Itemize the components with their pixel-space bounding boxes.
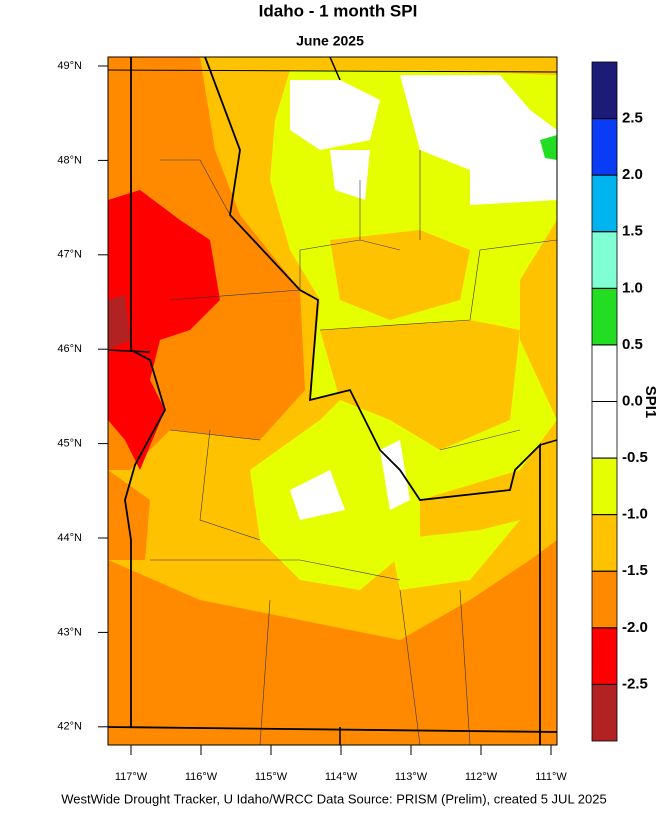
colorbar-label: SPI1 <box>642 386 659 419</box>
colorbar-bin <box>591 684 618 742</box>
colorbar-tick-label: -1.5 <box>622 562 648 579</box>
colorbar-tick-label: -2.5 <box>622 675 648 692</box>
colorbar-tick-label: 0.5 <box>622 336 643 353</box>
lat-label: 44°N <box>57 532 82 544</box>
lon-label: 114°W <box>325 771 358 783</box>
colorbar-tick-label: 1.0 <box>622 279 643 296</box>
lon-label: 112°W <box>465 771 498 783</box>
lat-label: 47°N <box>57 249 82 261</box>
colorbar-bin <box>591 287 618 346</box>
lon-label: 117°W <box>115 771 148 783</box>
lat-label: 49°N <box>57 60 82 72</box>
colorbar-tick-label: -2.0 <box>622 619 648 636</box>
colorbar-bin <box>591 570 618 629</box>
colorbar: 2.5 2.0 1.5 1.0 0.5 0.0 -0.5 -1.0 -1.5 -2.0 -2.5 <box>591 61 648 742</box>
colorbar-bin <box>591 627 618 685</box>
map <box>107 56 558 746</box>
colorbar-tick-label: -0.5 <box>622 449 648 466</box>
lon-label: 115°W <box>255 771 288 783</box>
map-subtitle: June 2025 <box>296 33 364 49</box>
colorbar-tick-label: 2.5 <box>622 110 643 127</box>
colorbar-bin <box>591 344 618 402</box>
colorbar-bin <box>591 61 618 119</box>
lat-label: 46°N <box>57 343 82 355</box>
colorbar-tick-label: -1.0 <box>622 506 648 523</box>
colorbar-tick-label: 2.0 <box>622 166 643 183</box>
map-title: Idaho - 1 month SPI <box>259 1 418 20</box>
axes: 49°N 48°N 47°N 46°N 45°N 44°N 43°N 42°N 117°W 116… <box>57 60 567 783</box>
colorbar-bin <box>591 514 618 572</box>
colorbar-bin <box>591 231 618 289</box>
lon-label: 111°W <box>535 771 567 783</box>
lon-label: 116°W <box>185 771 218 783</box>
lat-label: 48°N <box>57 154 82 166</box>
colorbar-bin <box>591 118 618 176</box>
lat-label: 42°N <box>57 721 82 733</box>
footer: WestWide Drought Tracker, U Idaho/WRCC D… <box>61 791 606 806</box>
colorbar-bin <box>591 401 618 459</box>
lat-label: 43°N <box>57 626 82 638</box>
lat-label: 45°N <box>57 438 82 450</box>
colorbar-bin <box>591 457 618 516</box>
lon-label: 113°W <box>395 771 428 783</box>
colorbar-tick-label: 0.0 <box>622 392 643 409</box>
colorbar-bin <box>591 174 618 233</box>
colorbar-tick-label: 1.5 <box>622 223 643 240</box>
